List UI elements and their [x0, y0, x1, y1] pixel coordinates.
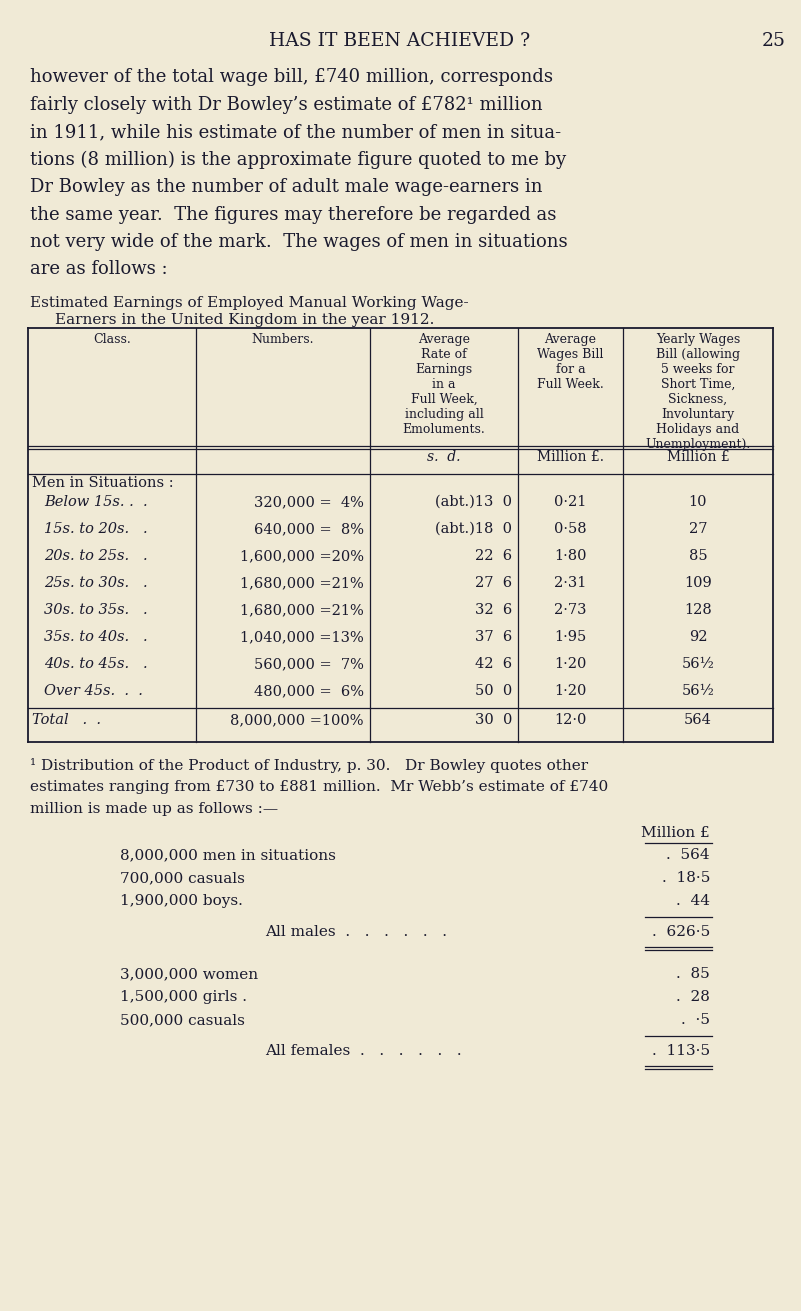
Text: estimates ranging from £730 to £881 million.  Mr Webb’s estimate of £740: estimates ranging from £730 to £881 mill… — [30, 780, 608, 794]
Text: 640,000 =  8%: 640,000 = 8% — [254, 522, 364, 536]
Text: All males  .   .   .   .   .   .: All males . . . . . . — [265, 926, 447, 939]
Text: 128: 128 — [684, 603, 712, 617]
Text: All females  .   .   .   .   .   .: All females . . . . . . — [265, 1044, 461, 1058]
Text: not very wide of the mark.  The wages of men in situations: not very wide of the mark. The wages of … — [30, 233, 568, 250]
Text: 92: 92 — [689, 631, 707, 644]
Text: 500,000 casuals: 500,000 casuals — [120, 1013, 245, 1027]
Text: 32  6: 32 6 — [475, 603, 512, 617]
Text: 56½: 56½ — [682, 657, 714, 671]
Text: in 1911, while his estimate of the number of men in situa-: in 1911, while his estimate of the numbe… — [30, 123, 562, 142]
Text: 1,900,000 boys.: 1,900,000 boys. — [120, 894, 243, 909]
Text: fairly closely with Dr Bowley’s estimate of £782¹ million: fairly closely with Dr Bowley’s estimate… — [30, 96, 542, 114]
Text: .  28: . 28 — [676, 990, 710, 1004]
Text: 30s. to 35s.   .: 30s. to 35s. . — [44, 603, 147, 617]
Text: Dr Bowley as the number of adult male wage-earners in: Dr Bowley as the number of adult male wa… — [30, 178, 542, 197]
Text: 320,000 =  4%: 320,000 = 4% — [254, 496, 364, 509]
Text: 85: 85 — [689, 549, 707, 562]
Text: 109: 109 — [684, 576, 712, 590]
Text: 3,000,000 women: 3,000,000 women — [120, 968, 258, 981]
Text: .  626·5: . 626·5 — [652, 926, 710, 939]
Text: Numbers.: Numbers. — [252, 333, 314, 346]
Text: Average
Rate of
Earnings
in a
Full Week,
including all
Emoluments.: Average Rate of Earnings in a Full Week,… — [403, 333, 485, 437]
Text: million is made up as follows :—: million is made up as follows :— — [30, 802, 278, 815]
Text: 42  6: 42 6 — [475, 657, 512, 671]
Text: 8,000,000 =100%: 8,000,000 =100% — [231, 713, 364, 728]
Text: 15s. to 20s.   .: 15s. to 20s. . — [44, 522, 147, 536]
Text: Below 15s. .  .: Below 15s. . . — [44, 496, 147, 509]
Text: 35s. to 40s.   .: 35s. to 40s. . — [44, 631, 147, 644]
Text: 1,040,000 =13%: 1,040,000 =13% — [240, 631, 364, 644]
Text: 25s. to 30s.   .: 25s. to 30s. . — [44, 576, 147, 590]
Text: 700,000 casuals: 700,000 casuals — [120, 871, 245, 885]
Text: 27: 27 — [689, 522, 707, 536]
Text: .  18·5: . 18·5 — [662, 871, 710, 885]
Text: ¹ Distribution of the Product of Industry, p. 30.   Dr Bowley quotes other: ¹ Distribution of the Product of Industr… — [30, 758, 588, 773]
Text: 480,000 =  6%: 480,000 = 6% — [254, 684, 364, 697]
Text: are as follows :: are as follows : — [30, 261, 167, 278]
Text: .  44: . 44 — [676, 894, 710, 909]
Text: 20s. to 25s.   .: 20s. to 25s. . — [44, 549, 147, 562]
Text: 56½: 56½ — [682, 684, 714, 697]
Text: Men in Situations :: Men in Situations : — [32, 476, 174, 490]
Text: 1,680,000 =21%: 1,680,000 =21% — [240, 576, 364, 590]
Text: 1,680,000 =21%: 1,680,000 =21% — [240, 603, 364, 617]
Text: s.  d.: s. d. — [427, 450, 461, 464]
Text: 50  0: 50 0 — [475, 684, 512, 697]
Text: tions (8 million) is the approximate figure quoted to me by: tions (8 million) is the approximate fig… — [30, 151, 566, 169]
Text: 22  6: 22 6 — [475, 549, 512, 562]
Text: however of the total wage bill, £740 million, corresponds: however of the total wage bill, £740 mil… — [30, 68, 553, 87]
Text: .  564: . 564 — [666, 848, 710, 863]
Text: .  113·5: . 113·5 — [652, 1044, 710, 1058]
Text: .  ·5: . ·5 — [681, 1013, 710, 1027]
Text: 1,600,000 =20%: 1,600,000 =20% — [240, 549, 364, 562]
Text: 1·20: 1·20 — [554, 657, 586, 671]
Text: the same year.  The figures may therefore be regarded as: the same year. The figures may therefore… — [30, 206, 557, 223]
Text: 560,000 =  7%: 560,000 = 7% — [254, 657, 364, 671]
Text: 12·0: 12·0 — [554, 713, 586, 728]
Text: .  85: . 85 — [676, 968, 710, 981]
Text: (abt.)13  0: (abt.)13 0 — [435, 496, 512, 509]
Text: 25: 25 — [762, 31, 786, 50]
Text: 1,500,000 girls .: 1,500,000 girls . — [120, 990, 247, 1004]
Text: (abt.)18  0: (abt.)18 0 — [435, 522, 512, 536]
Text: Class.: Class. — [93, 333, 131, 346]
Text: HAS IT BEEN ACHIEVED ?: HAS IT BEEN ACHIEVED ? — [269, 31, 530, 50]
Text: Estimated Earnings of Employed Manual Working Wage-: Estimated Earnings of Employed Manual Wo… — [30, 296, 469, 309]
Text: 2·73: 2·73 — [554, 603, 587, 617]
Text: 8,000,000 men in situations: 8,000,000 men in situations — [120, 848, 336, 863]
Text: 40s. to 45s.   .: 40s. to 45s. . — [44, 657, 147, 671]
Text: Million £: Million £ — [666, 450, 730, 464]
Text: 37  6: 37 6 — [475, 631, 512, 644]
Text: Earners in the United Kingdom in the year 1912.: Earners in the United Kingdom in the yea… — [55, 313, 434, 326]
Text: 10: 10 — [689, 496, 707, 509]
Text: 30  0: 30 0 — [475, 713, 512, 728]
Text: Average
Wages Bill
for a
Full Week.: Average Wages Bill for a Full Week. — [537, 333, 604, 391]
Text: 564: 564 — [684, 713, 712, 728]
Text: 1·20: 1·20 — [554, 684, 586, 697]
Text: 0·58: 0·58 — [554, 522, 587, 536]
Text: 27  6: 27 6 — [475, 576, 512, 590]
Text: Total   .  .: Total . . — [32, 713, 101, 728]
Text: 1·95: 1·95 — [554, 631, 586, 644]
Text: Yearly Wages
Bill (allowing
5 weeks for
Short Time,
Sickness,
Involuntary
Holida: Yearly Wages Bill (allowing 5 weeks for … — [646, 333, 751, 451]
Text: 2·31: 2·31 — [554, 576, 586, 590]
Text: Million £.: Million £. — [537, 450, 604, 464]
Text: 1·80: 1·80 — [554, 549, 587, 562]
Text: 0·21: 0·21 — [554, 496, 586, 509]
Text: Over 45s.  .  .: Over 45s. . . — [44, 684, 143, 697]
Text: Million £: Million £ — [642, 826, 710, 840]
